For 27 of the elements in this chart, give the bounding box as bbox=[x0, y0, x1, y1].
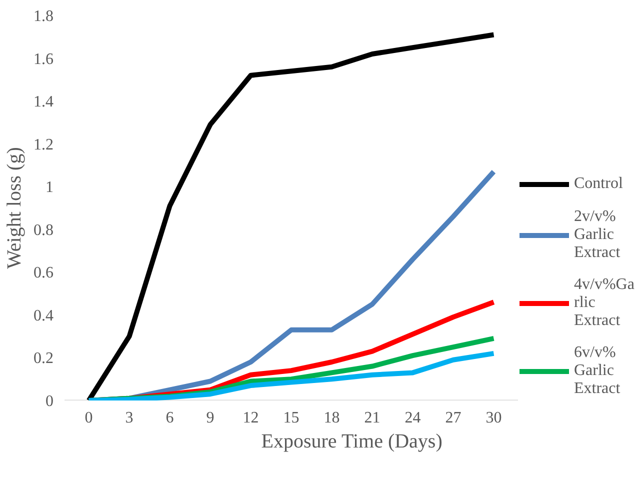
y-tick-label: 0 bbox=[46, 393, 54, 410]
legend-label: 6v/v% Garlic Extract bbox=[574, 344, 620, 398]
y-tick-label: 1 bbox=[46, 179, 54, 196]
y-tick-label: 1.2 bbox=[34, 136, 54, 154]
x-tick-label: 0 bbox=[84, 410, 93, 426]
x-tick-label: 30 bbox=[486, 410, 502, 426]
x-tick-label: 24 bbox=[404, 410, 421, 426]
y-tick-label: 1.8 bbox=[34, 8, 54, 25]
y-tick-label: 1.6 bbox=[34, 50, 54, 68]
legend-label: Control bbox=[574, 174, 623, 194]
x-tick-label: 21 bbox=[364, 410, 380, 426]
y-axis-title: Weight loss (g) bbox=[4, 147, 26, 269]
legend-label: 2v/v% Garlic Extract bbox=[574, 208, 620, 262]
x-axis-title: Exposure Time (Days) bbox=[261, 430, 442, 452]
x-tick-label: 27 bbox=[445, 410, 462, 426]
x-tick-label: 15 bbox=[283, 410, 300, 426]
y-tick-label: 0.2 bbox=[34, 350, 54, 368]
y-tick-label: 0.6 bbox=[34, 264, 54, 282]
x-tick-label: 3 bbox=[125, 410, 134, 426]
y-tick-label: 0.8 bbox=[34, 222, 54, 239]
x-tick-label: 18 bbox=[324, 410, 340, 426]
x-tick-label: 9 bbox=[206, 410, 214, 426]
y-tick-label: 1.4 bbox=[34, 94, 54, 111]
x-tick-label: 12 bbox=[242, 410, 259, 426]
y-tick-label: 0.4 bbox=[34, 307, 54, 324]
x-tick-label: 6 bbox=[166, 410, 174, 426]
legend-label: 4v/v%Garlic Extract bbox=[574, 276, 634, 330]
